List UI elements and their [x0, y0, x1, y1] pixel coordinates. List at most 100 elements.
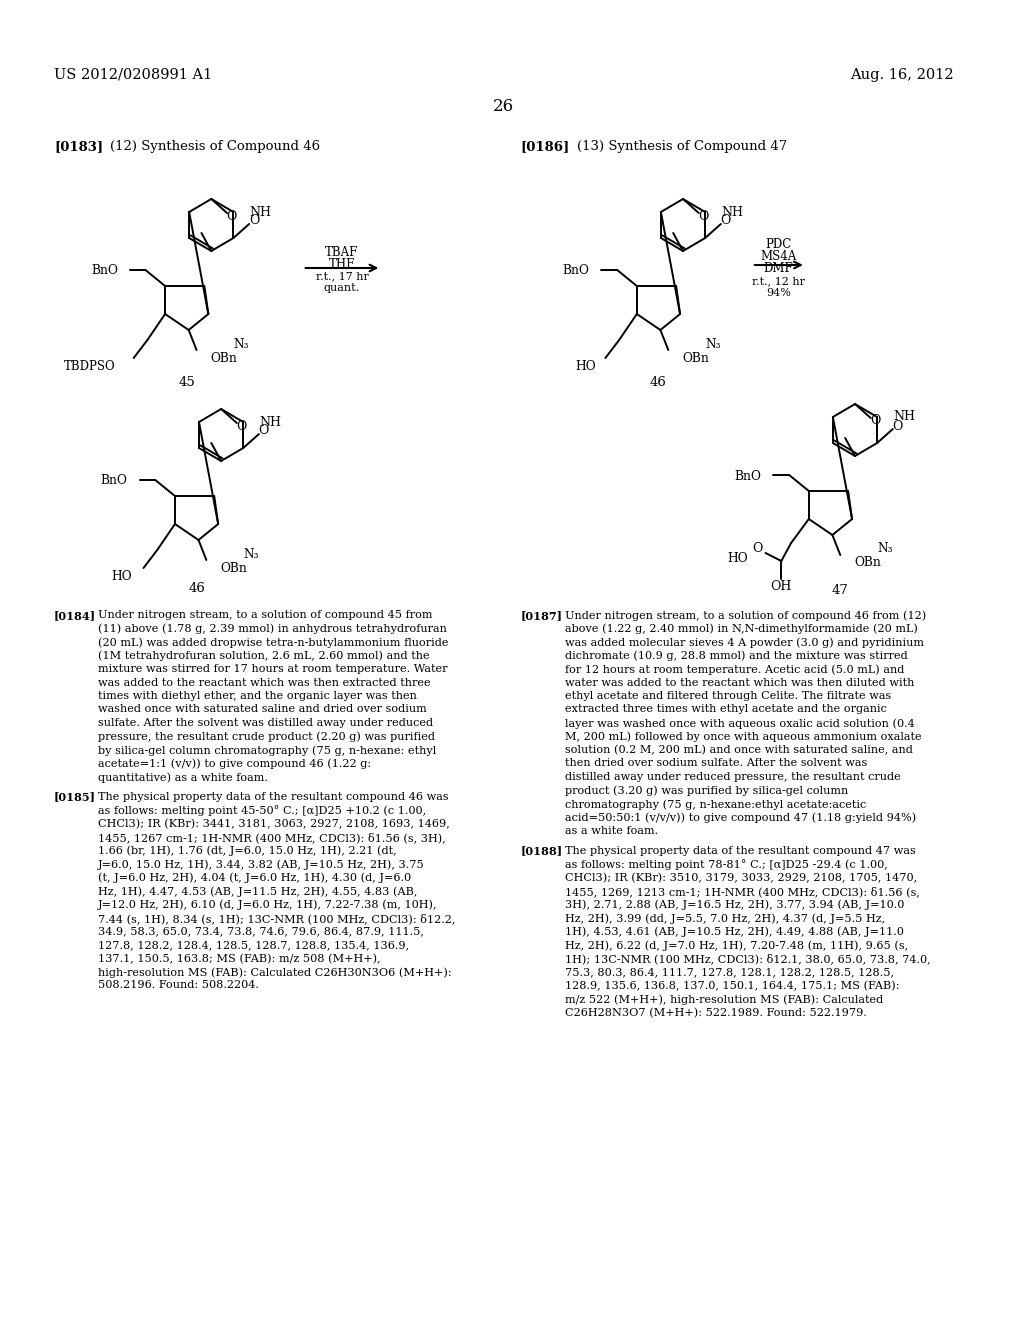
- Text: was added molecular sieves 4 A powder (3.0 g) and pyridinium: was added molecular sieves 4 A powder (3…: [565, 638, 924, 648]
- Text: 75.3, 80.3, 86.4, 111.7, 127.8, 128.1, 128.2, 128.5, 128.5,: 75.3, 80.3, 86.4, 111.7, 127.8, 128.1, 1…: [565, 968, 894, 977]
- Text: [0184]: [0184]: [54, 610, 96, 620]
- Text: J=6.0, 15.0 Hz, 1H), 3.44, 3.82 (AB, J=10.5 Hz, 2H), 3.75: J=6.0, 15.0 Hz, 1H), 3.44, 3.82 (AB, J=1…: [98, 859, 425, 870]
- Text: chromatography (75 g, n-hexane:ethyl acetate:acetic: chromatography (75 g, n-hexane:ethyl ace…: [565, 799, 866, 809]
- Text: N₃: N₃: [878, 543, 893, 556]
- Text: 7.44 (s, 1H), 8.34 (s, 1H); 13C-NMR (100 MHz, CDCl3): δ12.2,: 7.44 (s, 1H), 8.34 (s, 1H); 13C-NMR (100…: [98, 913, 456, 924]
- Text: (13) Synthesis of Compound 47: (13) Synthesis of Compound 47: [577, 140, 787, 153]
- Text: washed once with saturated saline and dried over sodium: washed once with saturated saline and dr…: [98, 705, 427, 714]
- Text: O: O: [259, 425, 269, 437]
- Text: 1455, 1269, 1213 cm-1; 1H-NMR (400 MHz, CDCl3): δ1.56 (s,: 1455, 1269, 1213 cm-1; 1H-NMR (400 MHz, …: [565, 886, 920, 896]
- Text: HO: HO: [574, 359, 596, 372]
- Text: quantitative) as a white foam.: quantitative) as a white foam.: [98, 772, 268, 783]
- Text: solution (0.2 M, 200 mL) and once with saturated saline, and: solution (0.2 M, 200 mL) and once with s…: [565, 744, 913, 755]
- Text: as a white foam.: as a white foam.: [565, 826, 658, 836]
- Text: 1H); 13C-NMR (100 MHz, CDCl3): δ12.1, 38.0, 65.0, 73.8, 74.0,: 1H); 13C-NMR (100 MHz, CDCl3): δ12.1, 38…: [565, 953, 931, 965]
- Text: O: O: [249, 214, 259, 227]
- Text: as follows: melting point 45-50° C.; [α]D25 +10.2 (c 1.00,: as follows: melting point 45-50° C.; [α]…: [98, 805, 426, 816]
- Text: The physical property data of the resultant compound 47 was: The physical property data of the result…: [565, 846, 915, 855]
- Text: N₃: N₃: [706, 338, 721, 351]
- Text: THF: THF: [329, 257, 355, 271]
- Text: O: O: [226, 210, 238, 223]
- Text: [0187]: [0187]: [521, 610, 563, 620]
- Text: O: O: [698, 210, 709, 223]
- Text: 47: 47: [831, 583, 849, 597]
- Text: J=12.0 Hz, 2H), 6.10 (d, J=6.0 Hz, 1H), 7.22-7.38 (m, 10H),: J=12.0 Hz, 2H), 6.10 (d, J=6.0 Hz, 1H), …: [98, 899, 438, 909]
- Text: product (3.20 g) was purified by silica-gel column: product (3.20 g) was purified by silica-…: [565, 785, 848, 796]
- Text: was added to the reactant which was then extracted three: was added to the reactant which was then…: [98, 677, 431, 688]
- Text: 94%: 94%: [766, 288, 791, 298]
- Text: O: O: [237, 420, 247, 433]
- Text: CHCl3); IR (KBr): 3510, 3179, 3033, 2929, 2108, 1705, 1470,: CHCl3); IR (KBr): 3510, 3179, 3033, 2929…: [565, 873, 918, 883]
- Text: Under nitrogen stream, to a solution of compound 45 from: Under nitrogen stream, to a solution of …: [98, 610, 433, 620]
- Text: Hz, 2H), 3.99 (dd, J=5.5, 7.0 Hz, 2H), 4.37 (d, J=5.5 Hz,: Hz, 2H), 3.99 (dd, J=5.5, 7.0 Hz, 2H), 4…: [565, 913, 885, 924]
- Text: m/z 522 (M+H+), high-resolution MS (FAB): Calculated: m/z 522 (M+H+), high-resolution MS (FAB)…: [565, 994, 884, 1005]
- Text: 137.1, 150.5, 163.8; MS (FAB): m/z 508 (M+H+),: 137.1, 150.5, 163.8; MS (FAB): m/z 508 (…: [98, 953, 381, 964]
- Text: 26: 26: [493, 98, 514, 115]
- Text: OBn: OBn: [220, 561, 247, 574]
- Text: O: O: [721, 214, 731, 227]
- Text: HO: HO: [727, 553, 748, 565]
- Text: [0183]: [0183]: [54, 140, 103, 153]
- Text: N₃: N₃: [233, 338, 250, 351]
- Text: r.t., 12 hr: r.t., 12 hr: [752, 276, 805, 286]
- Text: 1H), 4.53, 4.61 (AB, J=10.5 Hz, 2H), 4.49, 4.88 (AB, J=11.0: 1H), 4.53, 4.61 (AB, J=10.5 Hz, 2H), 4.4…: [565, 927, 904, 937]
- Text: extracted three times with ethyl acetate and the organic: extracted three times with ethyl acetate…: [565, 705, 887, 714]
- Text: NH: NH: [249, 206, 271, 219]
- Text: 34.9, 58.3, 65.0, 73.4, 73.8, 74.6, 79.6, 86.4, 87.9, 111.5,: 34.9, 58.3, 65.0, 73.4, 73.8, 74.6, 79.6…: [98, 927, 424, 936]
- Text: HO: HO: [111, 569, 132, 582]
- Text: times with diethyl ether, and the organic layer was then: times with diethyl ether, and the organi…: [98, 690, 417, 701]
- Text: (12) Synthesis of Compound 46: (12) Synthesis of Compound 46: [110, 140, 321, 153]
- Text: PDC: PDC: [765, 239, 792, 252]
- Text: [0186]: [0186]: [521, 140, 570, 153]
- Text: above (1.22 g, 2.40 mmol) in N,N-dimethylformamide (20 mL): above (1.22 g, 2.40 mmol) in N,N-dimethy…: [565, 623, 918, 634]
- Text: DMF: DMF: [764, 263, 794, 276]
- Text: OH: OH: [771, 581, 792, 594]
- Text: [0188]: [0188]: [521, 846, 563, 857]
- Text: [0185]: [0185]: [54, 792, 96, 803]
- Text: MS4A: MS4A: [760, 251, 797, 264]
- Text: C26H28N3O7 (M+H+): 522.1989. Found: 522.1979.: C26H28N3O7 (M+H+): 522.1989. Found: 522.…: [565, 1007, 867, 1018]
- Text: as follows: melting point 78-81° C.; [α]D25 -29.4 (c 1.00,: as follows: melting point 78-81° C.; [α]…: [565, 859, 888, 870]
- Text: BnO: BnO: [563, 264, 590, 277]
- Text: OBn: OBn: [210, 351, 238, 364]
- Text: 508.2196. Found: 508.2204.: 508.2196. Found: 508.2204.: [98, 981, 259, 990]
- Text: 127.8, 128.2, 128.4, 128.5, 128.7, 128.8, 135.4, 136.9,: 127.8, 128.2, 128.4, 128.5, 128.7, 128.8…: [98, 940, 410, 950]
- Text: 45: 45: [178, 375, 196, 388]
- Text: acid=50:50:1 (v/v/v)) to give compound 47 (1.18 g:yield 94%): acid=50:50:1 (v/v/v)) to give compound 4…: [565, 813, 916, 824]
- Text: by silica-gel column chromatography (75 g, n-hexane: ethyl: by silica-gel column chromatography (75 …: [98, 744, 436, 755]
- Text: Under nitrogen stream, to a solution of compound 46 from (12): Under nitrogen stream, to a solution of …: [565, 610, 927, 620]
- Text: then dried over sodium sulfate. After the solvent was: then dried over sodium sulfate. After th…: [565, 759, 867, 768]
- Text: for 12 hours at room temperature. Acetic acid (5.0 mL) and: for 12 hours at room temperature. Acetic…: [565, 664, 904, 675]
- Text: OBn: OBn: [682, 351, 709, 364]
- Text: 1455, 1267 cm-1; 1H-NMR (400 MHz, CDCl3): δ1.56 (s, 3H),: 1455, 1267 cm-1; 1H-NMR (400 MHz, CDCl3)…: [98, 832, 446, 842]
- Text: water was added to the reactant which was then diluted with: water was added to the reactant which wa…: [565, 677, 914, 688]
- Text: The physical property data of the resultant compound 46 was: The physical property data of the result…: [98, 792, 449, 801]
- Text: O: O: [753, 543, 763, 556]
- Text: CHCl3); IR (KBr): 3441, 3181, 3063, 2927, 2108, 1693, 1469,: CHCl3); IR (KBr): 3441, 3181, 3063, 2927…: [98, 818, 450, 829]
- Text: (20 mL) was added dropwise tetra-n-butylammonium fluoride: (20 mL) was added dropwise tetra-n-butyl…: [98, 638, 449, 648]
- Text: mixture was stirred for 17 hours at room temperature. Water: mixture was stirred for 17 hours at room…: [98, 664, 447, 675]
- Text: BnO: BnO: [101, 474, 128, 487]
- Text: Aug. 16, 2012: Aug. 16, 2012: [850, 69, 953, 82]
- Text: BnO: BnO: [735, 470, 762, 483]
- Text: (t, J=6.0 Hz, 2H), 4.04 (t, J=6.0 Hz, 1H), 4.30 (d, J=6.0: (t, J=6.0 Hz, 2H), 4.04 (t, J=6.0 Hz, 1H…: [98, 873, 412, 883]
- Text: layer was washed once with aqueous oxalic acid solution (0.4: layer was washed once with aqueous oxali…: [565, 718, 914, 729]
- Text: ethyl acetate and filtered through Celite. The filtrate was: ethyl acetate and filtered through Celit…: [565, 690, 891, 701]
- Text: 1.66 (br, 1H), 1.76 (dt, J=6.0, 15.0 Hz, 1H), 2.21 (dt,: 1.66 (br, 1H), 1.76 (dt, J=6.0, 15.0 Hz,…: [98, 846, 397, 857]
- Text: BnO: BnO: [91, 264, 118, 277]
- Text: NH: NH: [893, 411, 914, 424]
- Text: r.t., 17 hr: r.t., 17 hr: [315, 271, 369, 281]
- Text: (1M tetrahydrofuran solution, 2.6 mL, 2.60 mmol) and the: (1M tetrahydrofuran solution, 2.6 mL, 2.…: [98, 651, 430, 661]
- Text: 3H), 2.71, 2.88 (AB, J=16.5 Hz, 2H), 3.77, 3.94 (AB, J=10.0: 3H), 2.71, 2.88 (AB, J=16.5 Hz, 2H), 3.7…: [565, 899, 904, 909]
- Text: dichromate (10.9 g, 28.8 mmol) and the mixture was stirred: dichromate (10.9 g, 28.8 mmol) and the m…: [565, 651, 908, 661]
- Text: distilled away under reduced pressure, the resultant crude: distilled away under reduced pressure, t…: [565, 772, 901, 781]
- Text: TBAF: TBAF: [326, 246, 358, 259]
- Text: pressure, the resultant crude product (2.20 g) was purified: pressure, the resultant crude product (2…: [98, 731, 435, 742]
- Text: NH: NH: [259, 416, 281, 429]
- Text: OBn: OBn: [854, 557, 881, 569]
- Text: (11) above (1.78 g, 2.39 mmol) in anhydrous tetrahydrofuran: (11) above (1.78 g, 2.39 mmol) in anhydr…: [98, 623, 447, 634]
- Text: 46: 46: [650, 375, 667, 388]
- Text: M, 200 mL) followed by once with aqueous ammonium oxalate: M, 200 mL) followed by once with aqueous…: [565, 731, 922, 742]
- Text: Hz, 2H), 6.22 (d, J=7.0 Hz, 1H), 7.20-7.48 (m, 11H), 9.65 (s,: Hz, 2H), 6.22 (d, J=7.0 Hz, 1H), 7.20-7.…: [565, 940, 908, 950]
- Text: TBDPSO: TBDPSO: [65, 359, 116, 372]
